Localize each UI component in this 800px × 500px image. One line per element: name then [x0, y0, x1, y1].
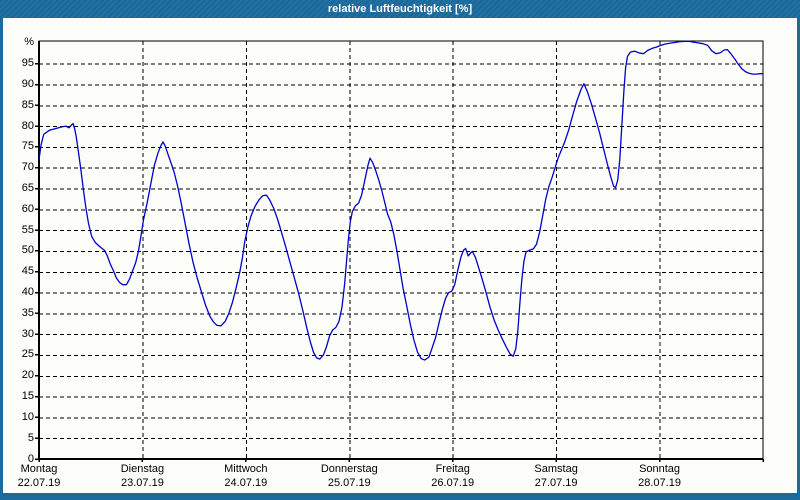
y-axis-tick-label: 30 — [21, 327, 34, 340]
x-axis-day-date: 23.07.19 — [121, 477, 164, 489]
y-axis-tick-label: 55 — [21, 223, 34, 236]
y-axis-tick-label: 85 — [21, 98, 34, 111]
x-axis-day-name: Donnerstag — [320, 463, 378, 475]
y-axis-tick-label: 10 — [21, 410, 34, 423]
y-axis-tick-label: 0 — [27, 452, 34, 465]
y-axis-tick-label: 5 — [27, 431, 34, 444]
x-axis-day-date: 28.07.19 — [638, 477, 681, 489]
grid-vertical — [142, 40, 661, 459]
y-axis-tick-label: 35 — [21, 306, 34, 319]
y-axis-tick-label: 45 — [21, 265, 34, 278]
y-axis-unit-label: % — [24, 36, 34, 49]
grid-horizontal — [39, 63, 763, 440]
x-axis-day-name: Samstag — [534, 463, 578, 475]
x-axis-day-name: Freitag — [435, 463, 470, 475]
window-border-left — [0, 18, 3, 493]
x-axis-day-date: 26.07.19 — [431, 477, 475, 489]
x-axis-day-name: Sonntag — [639, 463, 681, 475]
window-title: relative Luftfeuchtigkeit [%] — [327, 3, 473, 15]
y-axis-tick-label: 60 — [21, 202, 34, 215]
axis-ticks — [35, 62, 764, 462]
x-axis-day-date: 22.07.19 — [17, 477, 61, 489]
y-axis-tick-label: 70 — [21, 161, 34, 174]
y-axis-tick-label: 50 — [21, 244, 34, 257]
plot-frame — [38, 40, 764, 460]
y-axis-tick-label: 15 — [21, 390, 34, 403]
x-axis-day-date: 24.07.19 — [224, 477, 268, 489]
y-axis-tick-label: 80 — [21, 119, 34, 132]
y-axis-tick-label: 75 — [21, 140, 34, 153]
window-border-bottom — [0, 493, 800, 500]
chart-panel — [3, 18, 797, 493]
humidity-series-line — [38, 40, 764, 361]
x-axis-day-name: Mittwoch — [224, 463, 268, 475]
y-axis-tick-label: 65 — [21, 182, 34, 195]
x-axis-day-name: Dienstag — [120, 463, 165, 475]
y-axis-tick-label: 20 — [21, 369, 34, 382]
x-axis-day-date: 25.07.19 — [327, 477, 371, 489]
x-axis-day-date: 27.07.19 — [534, 477, 578, 489]
y-axis-tick-label: 90 — [21, 78, 34, 90]
y-axis-tick-label: 25 — [21, 348, 34, 361]
y-axis-tick-label: 95 — [21, 57, 34, 70]
window-title-bar[interactable]: relative Luftfeuchtigkeit [%] — [0, 0, 800, 18]
window-border-right — [797, 18, 800, 493]
y-axis-tick-label: 40 — [21, 286, 34, 299]
x-axis-day-name: Montag — [20, 463, 58, 475]
